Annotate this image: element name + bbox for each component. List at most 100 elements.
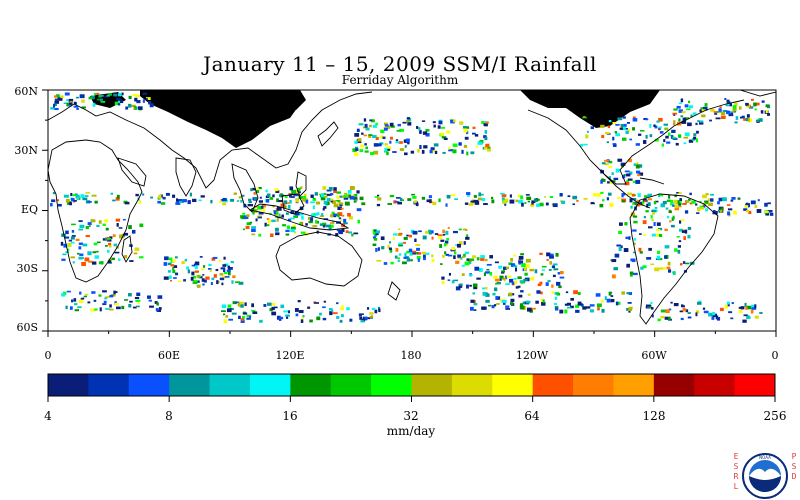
rain-cell xyxy=(165,192,170,196)
rain-cell xyxy=(725,104,731,107)
rain-cell xyxy=(353,232,359,235)
rain-cell xyxy=(135,299,141,302)
rain-cell xyxy=(442,233,446,236)
rain-cell xyxy=(389,241,392,244)
rain-cell xyxy=(650,263,655,266)
rain-cell xyxy=(172,267,175,271)
rain-cell xyxy=(567,195,571,197)
rain-cell xyxy=(572,203,576,206)
rain-cell xyxy=(109,244,112,248)
rain-cell xyxy=(679,263,683,266)
rain-cell xyxy=(275,227,279,232)
rain-cell xyxy=(348,231,353,234)
colorbar-tick-8: 8 xyxy=(165,409,173,423)
rain-cell xyxy=(612,122,617,125)
rain-cell xyxy=(685,309,689,313)
rain-cell xyxy=(745,209,750,213)
rain-cell xyxy=(142,92,148,95)
rain-cell xyxy=(291,189,297,194)
rain-cell xyxy=(242,312,248,315)
rain-cell xyxy=(361,202,366,206)
rain-cell xyxy=(116,306,121,310)
rain-cell xyxy=(240,319,245,323)
rain-cell xyxy=(323,200,328,205)
rain-cell xyxy=(128,225,132,230)
rain-cell xyxy=(699,207,705,210)
rain-cell xyxy=(747,118,750,122)
rain-cell xyxy=(85,234,90,238)
rain-cell xyxy=(557,272,560,275)
rain-cell xyxy=(754,204,758,209)
rain-cell xyxy=(323,218,329,220)
rain-cell xyxy=(316,316,321,321)
rain-cell xyxy=(441,126,446,129)
rain-cell xyxy=(75,238,80,242)
rain-cell xyxy=(395,197,401,199)
rain-cell xyxy=(668,316,671,321)
colorbar-unit: mm/day xyxy=(386,424,436,438)
rain-cell xyxy=(333,203,339,208)
rain-cell xyxy=(746,305,752,310)
rain-cell xyxy=(251,233,256,236)
rain-cell xyxy=(676,236,680,238)
colorbar-tick-4: 4 xyxy=(44,409,52,423)
rain-cell xyxy=(240,318,245,321)
rain-cell xyxy=(73,298,77,302)
rain-cell xyxy=(328,187,333,191)
rain-cell xyxy=(232,301,237,305)
rain-cell xyxy=(279,194,283,197)
rain-cell xyxy=(299,222,303,226)
rain-cell xyxy=(190,276,194,281)
rain-cell xyxy=(253,192,256,195)
rain-cell xyxy=(757,199,760,202)
rain-cell xyxy=(167,262,172,266)
rain-cell xyxy=(73,101,77,105)
rain-cell xyxy=(585,306,591,309)
rain-cell xyxy=(114,251,120,254)
rain-cell xyxy=(213,274,217,278)
rain-cell xyxy=(549,261,553,265)
rain-cell xyxy=(233,192,237,195)
rain-cell xyxy=(628,236,631,240)
rain-cell xyxy=(498,265,503,269)
rain-cell xyxy=(693,133,697,136)
rain-cell xyxy=(124,201,130,205)
rain-cell xyxy=(630,205,633,209)
rain-cell xyxy=(466,192,471,195)
rain-cell xyxy=(654,207,658,209)
rain-cell xyxy=(193,263,198,267)
rain-cell xyxy=(473,195,477,198)
rain-cell xyxy=(411,250,417,255)
rain-cell xyxy=(227,265,230,269)
rain-cell xyxy=(748,210,752,215)
rain-cell xyxy=(657,250,661,254)
rain-cell xyxy=(440,239,445,242)
rain-cell xyxy=(659,131,664,134)
rain-cell xyxy=(322,207,325,211)
rain-cell xyxy=(203,279,207,283)
rain-cell xyxy=(378,308,381,313)
rain-cell xyxy=(224,276,230,278)
rain-cell xyxy=(172,259,176,263)
rain-cell xyxy=(303,193,307,197)
rain-cell xyxy=(91,95,95,100)
rain-cell xyxy=(88,260,93,263)
rain-cell xyxy=(683,136,689,139)
rain-cell xyxy=(458,284,463,288)
japan-outline xyxy=(317,121,339,147)
rain-cell xyxy=(695,312,698,317)
rain-cell xyxy=(354,140,358,144)
rain-cell xyxy=(726,99,730,102)
rain-cell xyxy=(216,280,219,285)
rain-cell xyxy=(519,303,524,307)
rain-cell xyxy=(621,195,624,198)
colorbar-swatch xyxy=(330,374,372,396)
rain-cell xyxy=(743,208,748,211)
rain-cell xyxy=(389,122,394,127)
rain-cell xyxy=(382,136,386,139)
rain-cell xyxy=(626,121,630,124)
rain-cell xyxy=(394,255,398,259)
rain-cell xyxy=(328,224,334,228)
rain-cell xyxy=(326,197,331,202)
rain-cell xyxy=(748,118,753,123)
